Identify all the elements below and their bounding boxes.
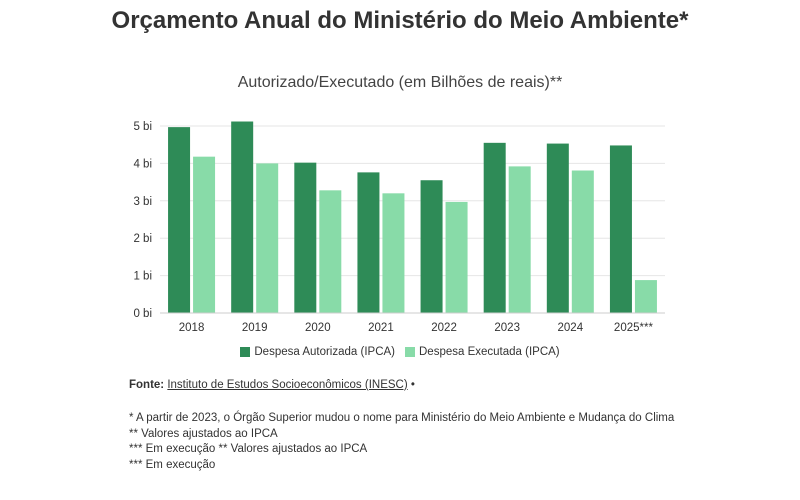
footnote: ** Valores ajustados ao IPCA — [129, 427, 278, 440]
chart-legend: Despesa Autorizada (IPCA) Despesa Execut… — [0, 346, 800, 358]
bar-executada — [193, 156, 216, 313]
bar-autorizada — [546, 143, 569, 313]
x-tick-label: 2024 — [558, 322, 584, 334]
legend-swatch-executada — [405, 347, 415, 357]
bar-executada — [319, 190, 342, 313]
footnote: *** Em execução ** Valores ajustados ao … — [129, 443, 368, 455]
bar-executada — [382, 193, 405, 313]
legend-item-executada[interactable]: Despesa Executada (IPCA) — [405, 346, 560, 358]
x-tick-label: 2022 — [431, 322, 457, 334]
bar-autorizada — [483, 142, 506, 313]
y-tick-label: 0 bi — [133, 308, 152, 320]
bar-chart: 0 bi 1 bi 2 bi 3 bi 4 bi 5 bi 2018 2019 2020 2021… — [133, 121, 665, 334]
y-tick-label: 3 bi — [133, 196, 152, 208]
bar-autorizada — [357, 172, 380, 313]
footnote: * A partir de 2023, o Órgão Superior mud… — [129, 412, 675, 424]
legend-swatch-autorizada — [240, 347, 251, 357]
x-tick-label: 2023 — [494, 322, 520, 334]
bar-autorizada — [231, 121, 254, 314]
legend-label-autorizada: Despesa Autorizada (IPCA) — [254, 346, 395, 358]
bar-autorizada — [168, 127, 191, 313]
y-tick-label: 5 bi — [133, 121, 152, 133]
x-tick-label: 2018 — [179, 322, 205, 334]
bar-executada — [445, 201, 468, 313]
source-line: Fonte: Instituto de Estudos Socioeconômi… — [129, 379, 415, 391]
source-trail: • — [410, 379, 415, 391]
footnotes: * A partir de 2023, o Órgão Superior mud… — [129, 411, 689, 473]
y-tick-label: 2 bi — [133, 233, 152, 245]
legend-item-autorizada[interactable]: Despesa Autorizada (IPCA) — [240, 346, 395, 358]
x-tick-label: 2019 — [242, 322, 268, 334]
x-tick-label: 2020 — [305, 322, 331, 334]
x-tick-label: 2025*** — [614, 322, 654, 334]
footnote: *** Em execução — [129, 458, 216, 471]
bar-autorizada — [420, 180, 443, 313]
y-tick-label: 4 bi — [133, 158, 152, 170]
bar-executada — [508, 166, 531, 313]
source-label: Fonte: — [129, 379, 165, 391]
legend-label-executada: Despesa Executada (IPCA) — [419, 346, 560, 358]
chart-title: Orçamento Anual do Ministério do Meio Am… — [111, 7, 689, 34]
chart-subtitle: Autorizado/Executado (em Bilhões de reai… — [237, 74, 563, 91]
source-link[interactable]: Instituto de Estudos Socioeconômicos (IN… — [167, 379, 408, 391]
x-tick-label: 2021 — [368, 322, 394, 334]
bar-executada — [634, 280, 657, 313]
bar-executada — [256, 163, 279, 313]
y-tick-label: 1 bi — [133, 271, 152, 283]
bar-autorizada — [294, 162, 317, 313]
bar-executada — [571, 170, 594, 313]
bar-autorizada — [609, 145, 632, 313]
